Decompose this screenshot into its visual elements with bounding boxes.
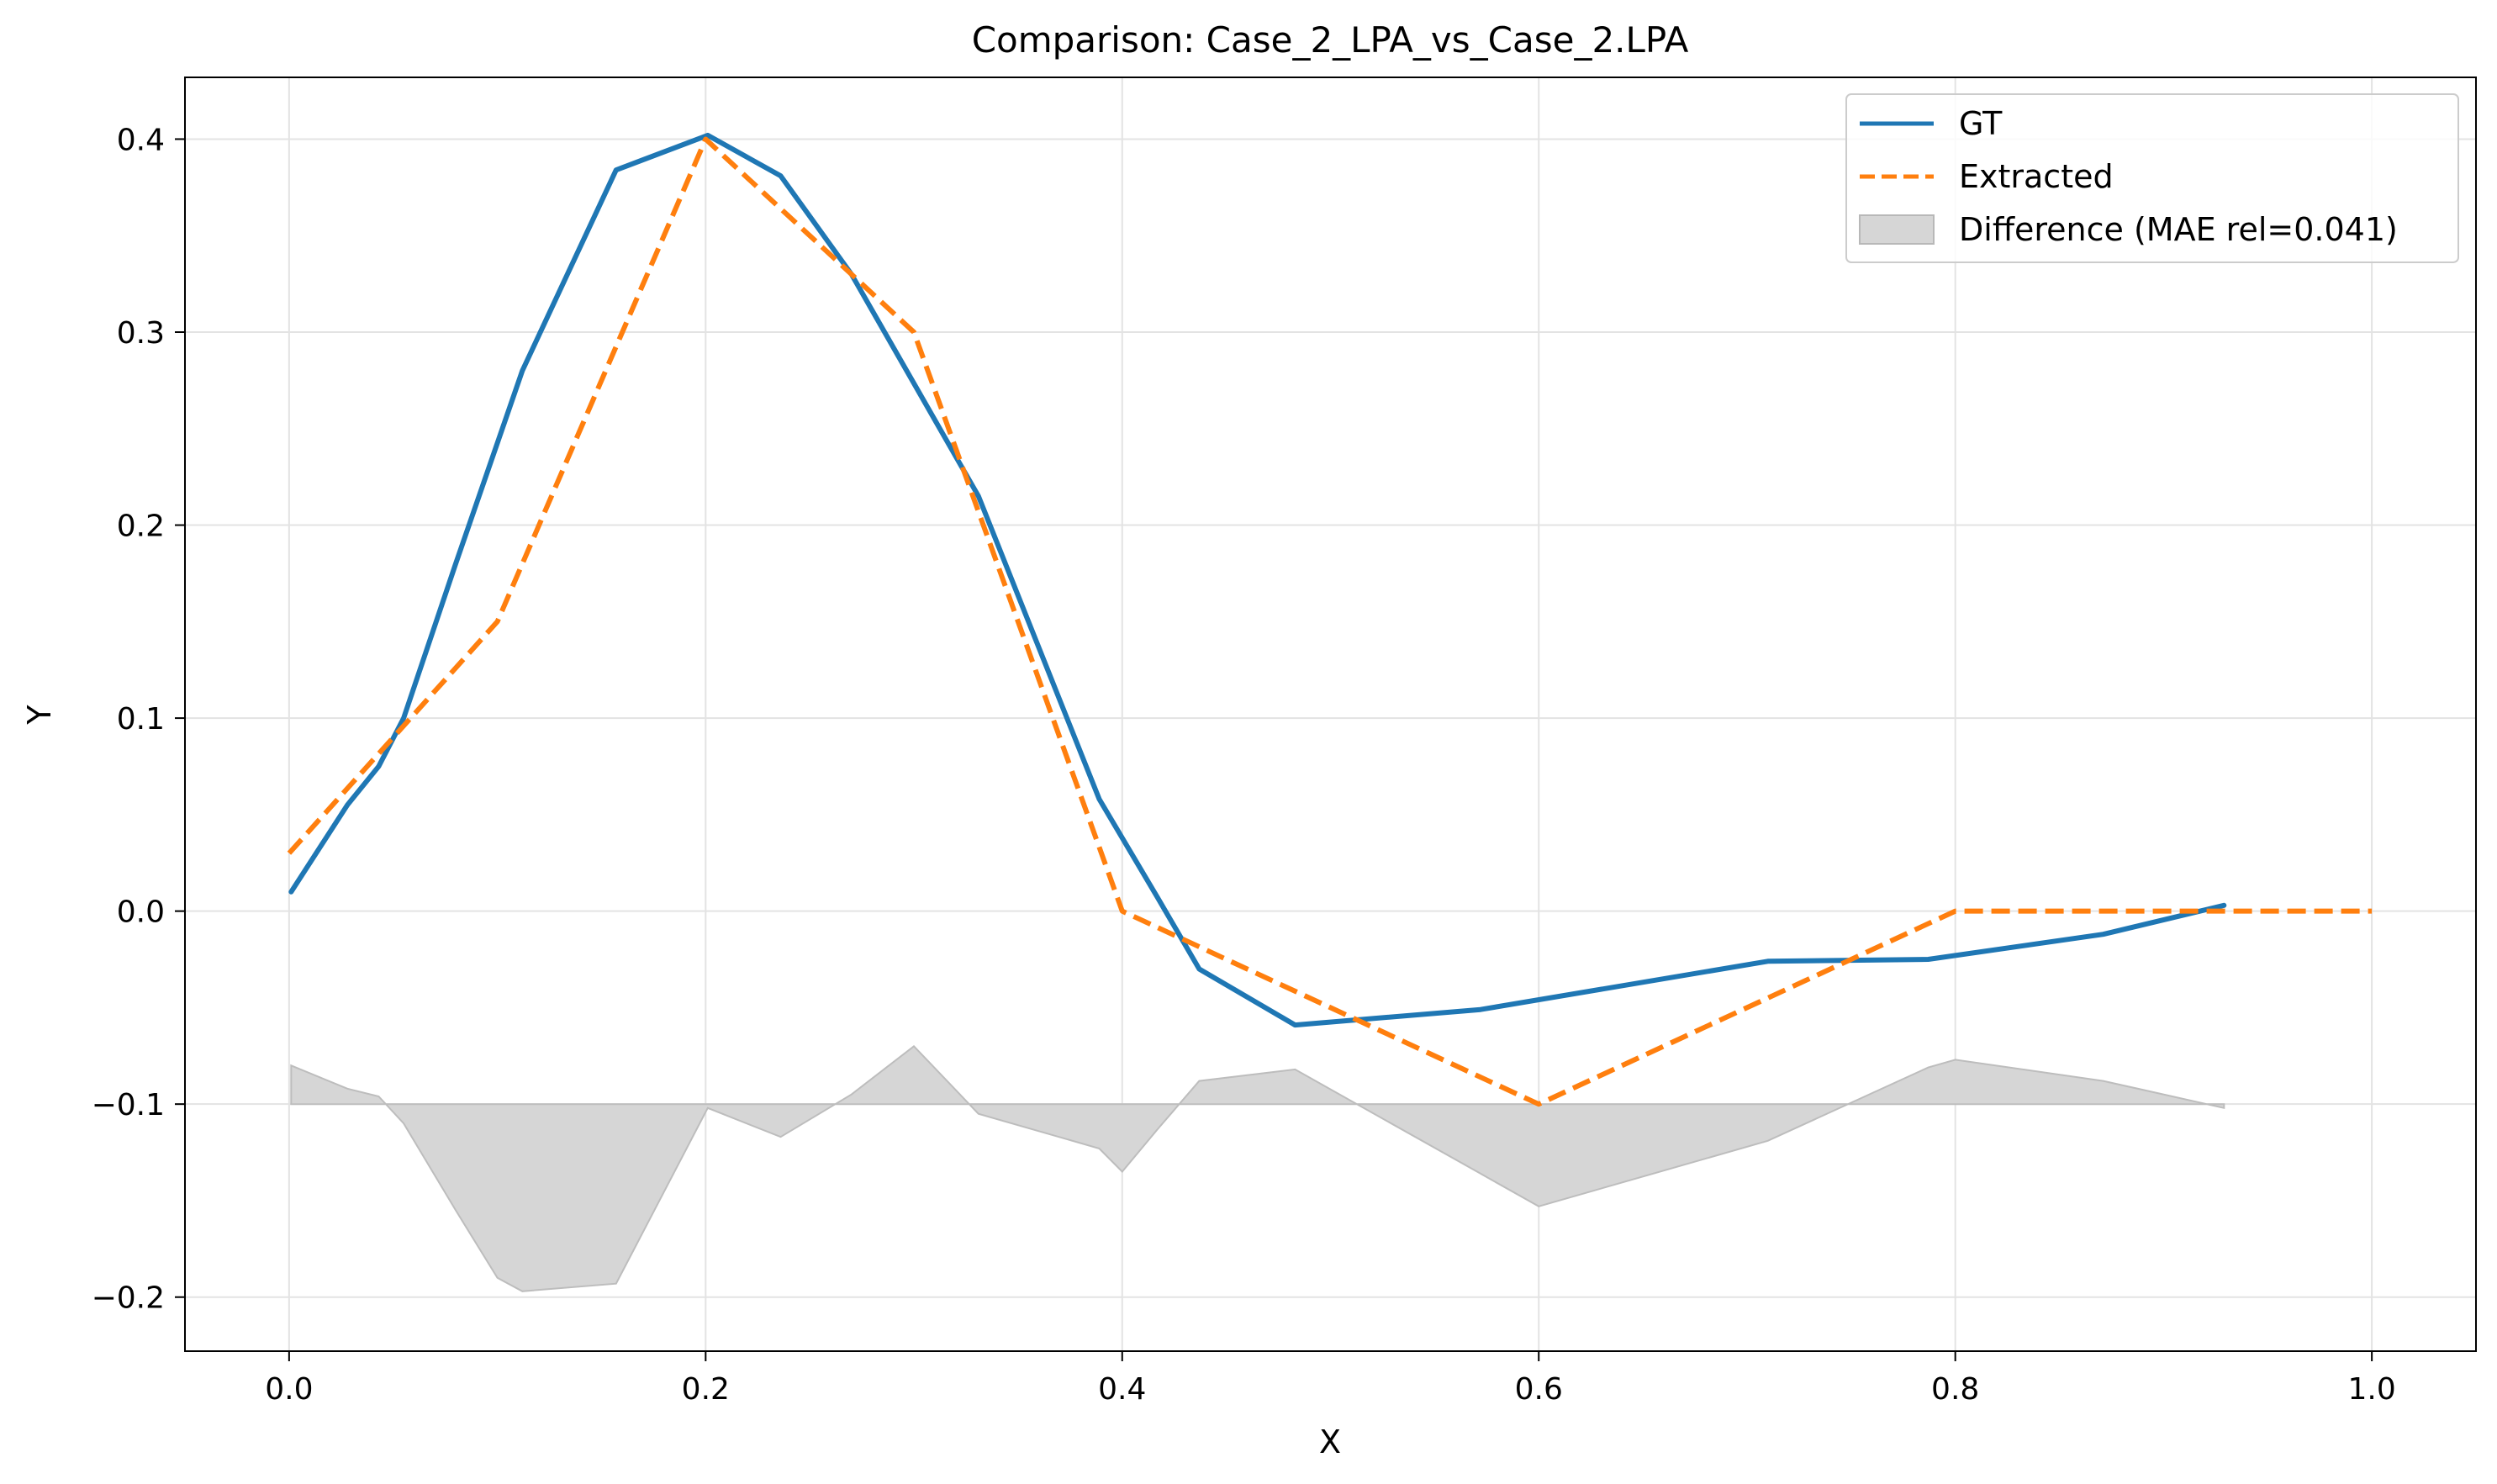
chart-title: Comparison: Case_2_LPA_vs_Case_2.LPA bbox=[972, 19, 1689, 61]
x-tick-label: 1.0 bbox=[2348, 1372, 2396, 1407]
x-tick-label: 0.8 bbox=[1931, 1372, 1979, 1407]
y-tick-label: −0.1 bbox=[92, 1088, 165, 1122]
x-tick-label: 0.4 bbox=[1098, 1372, 1146, 1407]
legend-label-difference: Difference (MAE rel=0.041) bbox=[1959, 211, 2398, 248]
legend-label-gt: GT bbox=[1959, 105, 2003, 142]
legend-box bbox=[1845, 93, 2459, 263]
difference-area bbox=[290, 1044, 2225, 1292]
y-tick-label: 0.2 bbox=[117, 510, 165, 544]
y-tick-label: −0.2 bbox=[92, 1281, 165, 1316]
plot-area: 0.0 0.2 0.4 0.6 0.8 1.0 −0.2 −0.1 0.0 0.1 0.2 0.3 0.… bbox=[92, 77, 2477, 1407]
x-axis-label: X bbox=[1319, 1423, 1341, 1460]
legend-label-extracted: Extracted bbox=[1959, 158, 2114, 195]
ticks: 0.0 0.2 0.4 0.6 0.8 1.0 −0.2 −0.1 0.0 0.1 0.2 0.3 0.… bbox=[92, 123, 2396, 1407]
x-tick-label: 0.0 bbox=[265, 1372, 313, 1407]
series-lines bbox=[287, 132, 2373, 1107]
series-line-gt bbox=[288, 132, 2227, 1028]
legend-swatch-difference bbox=[1859, 214, 1935, 245]
legend: GT Extracted Difference (MAE rel=0.041) bbox=[1845, 93, 2459, 263]
y-tick-label: 0.4 bbox=[117, 123, 165, 157]
y-tick-label: 0.0 bbox=[117, 895, 165, 930]
difference-fill bbox=[290, 1044, 2225, 1292]
axes-frame bbox=[184, 77, 2477, 1352]
series-line-extracted bbox=[287, 136, 2373, 1107]
x-tick-label: 0.6 bbox=[1515, 1372, 1563, 1407]
y-tick-label: 0.1 bbox=[117, 702, 165, 737]
x-tick-label: 0.2 bbox=[682, 1372, 730, 1407]
y-axis-label: Y bbox=[21, 705, 58, 726]
y-tick-label: 0.3 bbox=[117, 316, 165, 351]
